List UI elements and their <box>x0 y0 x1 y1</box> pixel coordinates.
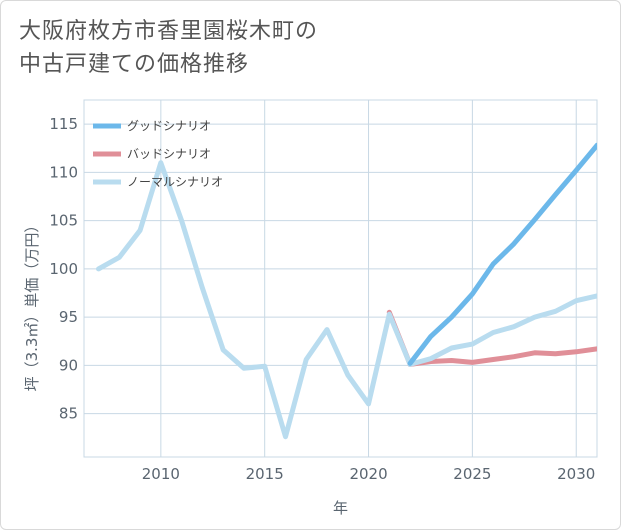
series-line-1 <box>386 309 597 367</box>
series-line-0 <box>407 142 597 366</box>
x-tick-label-2020: 2020 <box>349 465 387 483</box>
x-axis-title: 年 <box>333 499 348 517</box>
y-tick-label-115: 115 <box>49 115 78 133</box>
plot-frame <box>83 99 598 458</box>
y-tick-label-100: 100 <box>49 260 78 278</box>
grid <box>83 99 598 458</box>
y-tick-label-95: 95 <box>59 308 78 326</box>
x-tick-label-2030: 2030 <box>557 465 595 483</box>
y-axis-title: 坪（3.3㎡）単価（万円） <box>23 218 41 392</box>
legend-label-1: バッドシナリオ <box>127 147 211 161</box>
series-line-2 <box>96 160 597 440</box>
x-tick-label-2025: 2025 <box>453 465 491 483</box>
y-tick-label-90: 90 <box>59 356 78 374</box>
chart-title: 大阪府枚方市香里園桜木町の 中古戸建ての価格推移 <box>19 15 318 81</box>
y-tick-label-110: 110 <box>49 163 78 181</box>
chart-title-line-2: 中古戸建ての価格推移 <box>19 52 250 77</box>
chart-title-line-1: 大阪府枚方市香里園桜木町の <box>19 19 319 44</box>
y-tick-label-85: 85 <box>59 405 78 423</box>
legend-label-2: ノーマルシナリオ <box>127 175 223 189</box>
series-layer <box>96 142 597 440</box>
tick-labels: 2010 2015 2020 2025 2030 85 90 95 100 105 110 115 <box>49 115 595 483</box>
x-tick-label-2010: 2010 <box>142 465 180 483</box>
legend-label-0: グッドシナリオ <box>127 119 211 133</box>
x-tick-label-2015: 2015 <box>246 465 284 483</box>
y-tick-label-105: 105 <box>49 212 78 230</box>
